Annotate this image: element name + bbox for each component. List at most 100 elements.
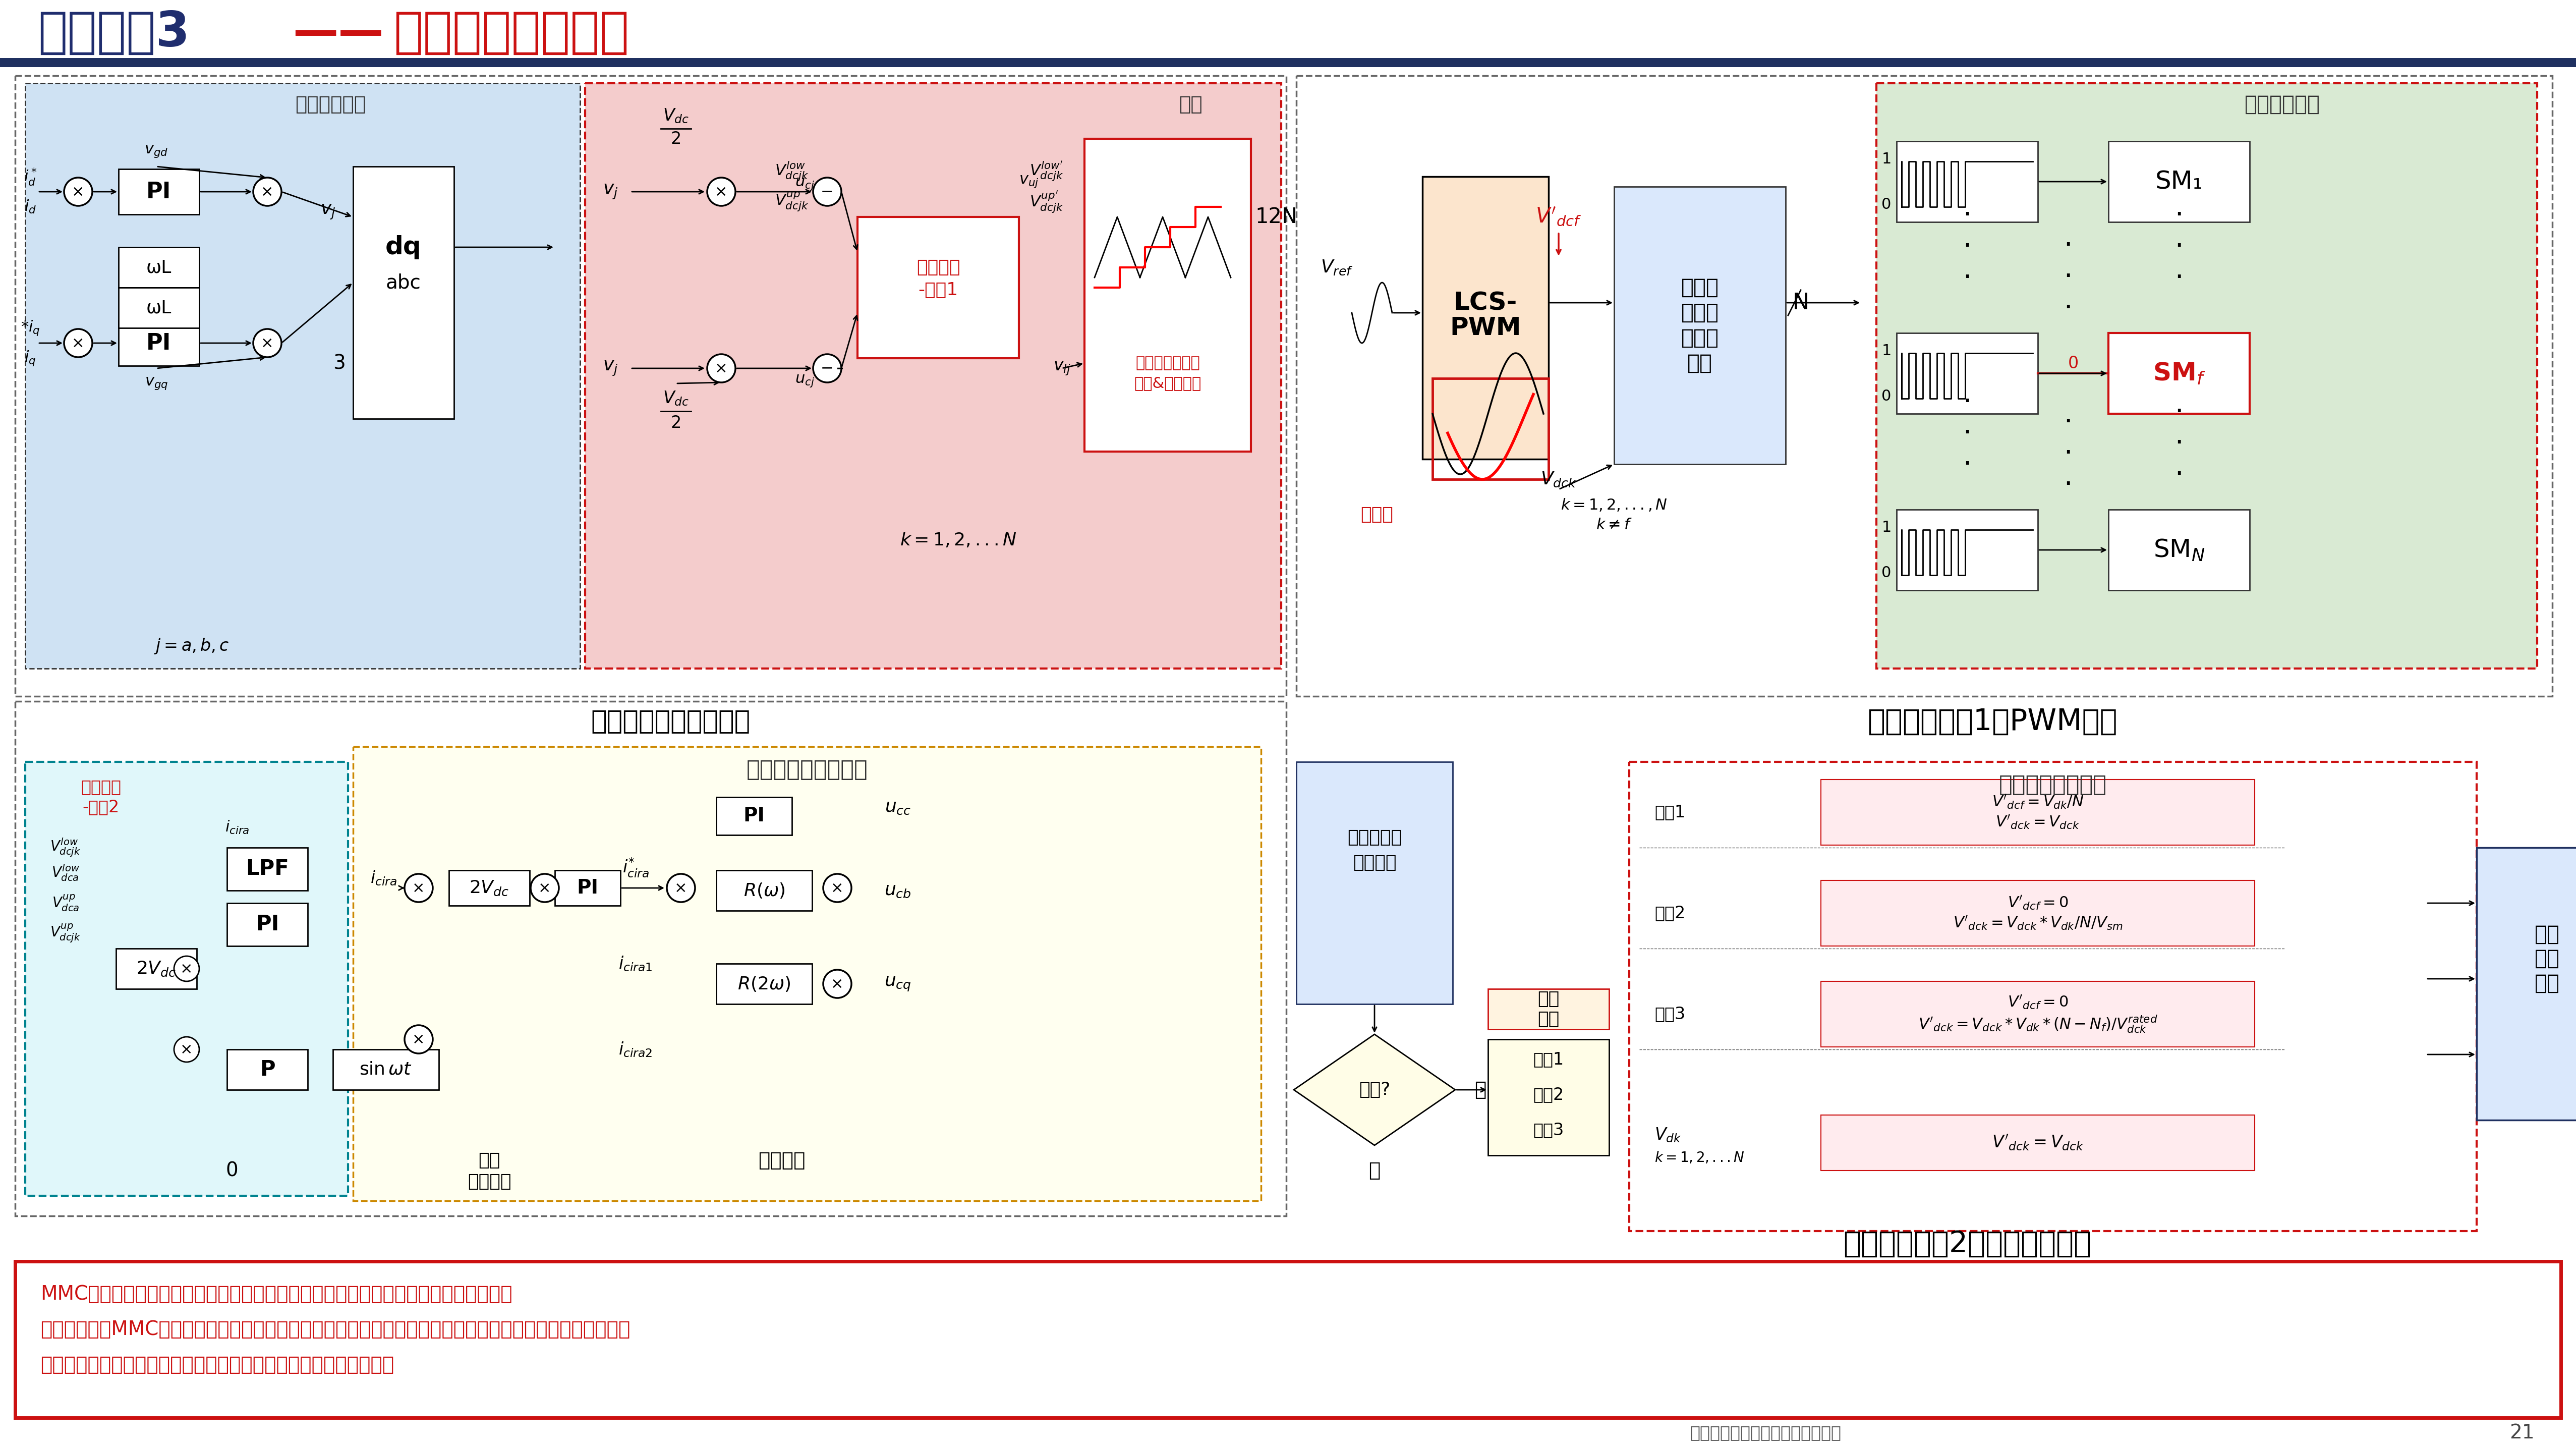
Polygon shape — [554, 870, 621, 905]
Text: 1: 1 — [1880, 343, 1891, 359]
Text: MMC故障容错运行控制包括三部分：输出电流控制、桥臂能量及环流控制、调制环节。: MMC故障容错运行控制包括三部分：输出电流控制、桥臂能量及环流控制、调制环节。 — [41, 1284, 513, 1304]
Text: $V_{dc}$: $V_{dc}$ — [662, 390, 688, 408]
Circle shape — [824, 970, 853, 998]
Text: ×: × — [412, 881, 425, 895]
Text: $*i_q$: $*i_q$ — [21, 320, 41, 337]
Polygon shape — [1821, 779, 2254, 844]
Text: 故障?: 故障? — [1358, 1082, 1391, 1099]
Polygon shape — [353, 166, 453, 419]
Polygon shape — [2107, 333, 2249, 414]
Text: ——: —— — [294, 10, 384, 55]
Polygon shape — [716, 870, 811, 911]
Text: $V_{dcjk}^{up'}$: $V_{dcjk}^{up'}$ — [1030, 189, 1064, 214]
Polygon shape — [1821, 982, 2254, 1047]
Polygon shape — [1489, 1040, 1610, 1155]
Polygon shape — [118, 288, 198, 328]
Text: ·
·
·: · · · — [1963, 202, 1971, 292]
Text: 1: 1 — [1880, 152, 1891, 166]
Text: $i_d^*$: $i_d^*$ — [23, 166, 36, 187]
Text: $v_{lj}$: $v_{lj}$ — [1054, 360, 1072, 377]
Circle shape — [824, 873, 853, 902]
Text: -: - — [837, 357, 842, 379]
Polygon shape — [716, 797, 791, 834]
Text: $u_{cc}$: $u_{cc}$ — [884, 798, 912, 816]
Polygon shape — [0, 0, 2576, 61]
Text: 压均衡: 压均衡 — [1682, 327, 1718, 348]
Text: 工况1: 工况1 — [1654, 804, 1685, 821]
Circle shape — [667, 873, 696, 902]
Text: 12N: 12N — [1255, 207, 1298, 227]
Text: PI: PI — [577, 878, 598, 898]
Text: ×: × — [260, 335, 273, 350]
Text: $i_{cira}$: $i_{cira}$ — [371, 869, 397, 886]
Text: PI: PI — [147, 333, 173, 354]
Circle shape — [64, 178, 93, 205]
Text: $V'_{dcf}=0$
$V'_{dck}=V_{dck}*V_{dk}*(N-N_f)/V_{dck}^{rated}$: $V'_{dcf}=0$ $V'_{dck}=V_{dck}*V_{dk}*(N… — [1919, 993, 2159, 1034]
Text: N: N — [1793, 292, 1808, 314]
Polygon shape — [1084, 139, 1252, 451]
Text: $k\neq f$: $k\neq f$ — [1597, 518, 1633, 532]
Text: 是: 是 — [1473, 1080, 1486, 1099]
Polygon shape — [118, 169, 198, 214]
Polygon shape — [2107, 142, 2249, 223]
Text: $R(2\omega)$: $R(2\omega)$ — [737, 975, 791, 993]
Polygon shape — [227, 1050, 307, 1090]
Text: SM₁: SM₁ — [2156, 169, 2202, 194]
Text: ×: × — [180, 962, 193, 976]
Polygon shape — [1896, 509, 2038, 590]
Circle shape — [252, 178, 281, 205]
Text: $j=a, b, c$: $j=a, b, c$ — [155, 636, 229, 655]
Polygon shape — [26, 84, 580, 668]
Circle shape — [708, 354, 734, 382]
Text: 调制&电压排序: 调制&电压排序 — [1133, 376, 1200, 390]
Polygon shape — [858, 217, 1020, 359]
Text: 容错策略环节2：电容电压调整: 容错策略环节2：电容电压调整 — [1842, 1229, 2092, 1258]
Text: ×: × — [675, 881, 688, 895]
Text: 容错策略: 容错策略 — [917, 259, 961, 276]
Text: SM$_N$: SM$_N$ — [2154, 538, 2205, 562]
Text: 工况1: 工况1 — [1533, 1051, 1564, 1067]
Text: $v_{gd}$: $v_{gd}$ — [144, 143, 167, 159]
Text: $V_{dcjk}^{up}$: $V_{dcjk}^{up}$ — [775, 191, 809, 213]
Text: $\sin\omega t$: $\sin\omega t$ — [358, 1061, 412, 1079]
Circle shape — [404, 873, 433, 902]
Text: PI: PI — [744, 807, 765, 826]
Text: $v_j$: $v_j$ — [603, 182, 618, 201]
Text: $v_{uj}$: $v_{uj}$ — [1020, 174, 1038, 189]
Circle shape — [175, 956, 198, 982]
Polygon shape — [118, 247, 198, 288]
Text: 调制: 调制 — [1180, 95, 1203, 114]
Text: ·
·
·: · · · — [2063, 233, 2074, 322]
Text: 容错策略环节1：PWM调整: 容错策略环节1：PWM调整 — [1868, 707, 2117, 736]
Polygon shape — [1615, 187, 1785, 464]
Polygon shape — [1875, 84, 2537, 668]
Text: 研究进展3: 研究进展3 — [39, 9, 191, 56]
Text: $i_{cira2}$: $i_{cira2}$ — [618, 1041, 652, 1058]
Text: PI: PI — [147, 181, 173, 202]
Text: 中国电工技术学会新媒体平台发布: 中国电工技术学会新媒体平台发布 — [1690, 1424, 1842, 1442]
Text: $i_{cira}$: $i_{cira}$ — [224, 820, 250, 836]
Text: 2: 2 — [670, 130, 680, 147]
Text: PI: PI — [255, 914, 278, 936]
Text: P: P — [260, 1058, 276, 1080]
Text: 桥臂: 桥臂 — [479, 1152, 500, 1168]
Text: 0: 0 — [227, 1161, 237, 1180]
Polygon shape — [1821, 1115, 2254, 1170]
Text: PWM: PWM — [1450, 315, 1522, 340]
Text: ×: × — [716, 185, 729, 200]
Text: $2V_{dc}$: $2V_{dc}$ — [469, 879, 510, 897]
Text: $V'_{dck}=V_{dck}$: $V'_{dck}=V_{dck}$ — [1991, 1134, 2084, 1152]
Text: -环节1: -环节1 — [917, 282, 958, 299]
Text: -环节2: -环节2 — [82, 800, 118, 816]
Polygon shape — [1293, 1034, 1455, 1145]
Text: ωL: ωL — [147, 259, 173, 276]
Text: $i_{cira1}$: $i_{cira1}$ — [618, 954, 652, 973]
Circle shape — [175, 1037, 198, 1061]
Polygon shape — [353, 746, 1262, 1200]
Polygon shape — [716, 963, 811, 1004]
Text: abc: abc — [386, 273, 420, 292]
Text: 输出电流控制: 输出电流控制 — [296, 95, 366, 114]
Polygon shape — [1296, 762, 1453, 1004]
Polygon shape — [227, 847, 307, 891]
Text: 3: 3 — [332, 354, 345, 373]
